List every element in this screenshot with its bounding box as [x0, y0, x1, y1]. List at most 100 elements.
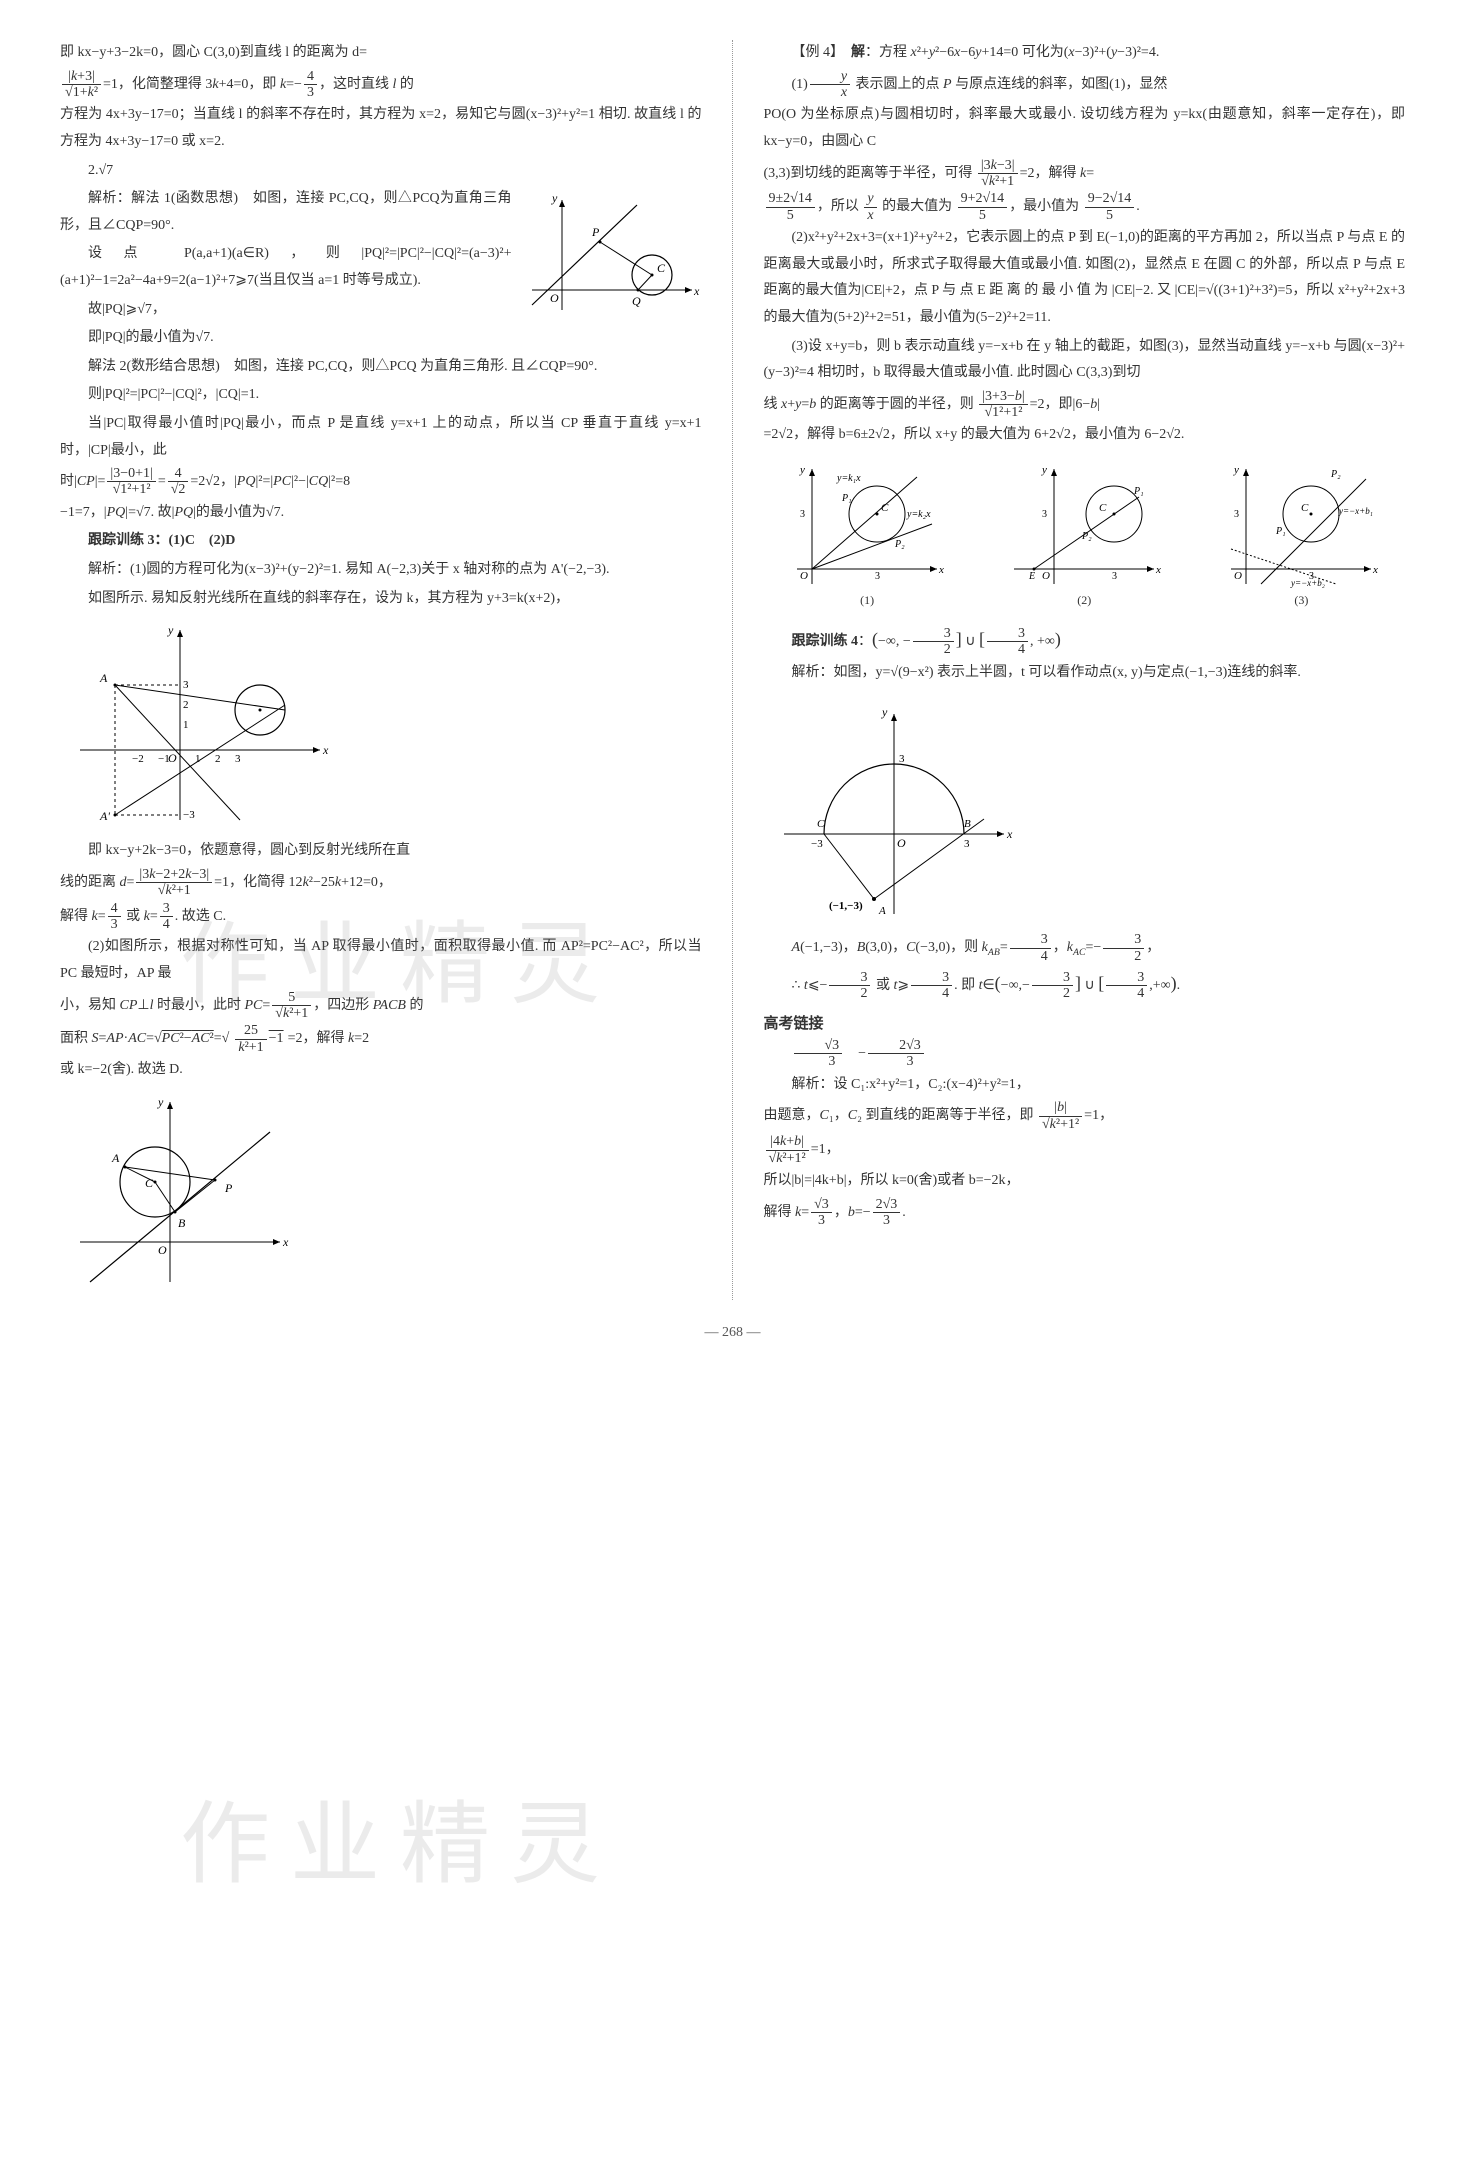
formula-line: 面积 S=AP·AC=√PC²−AC²=√25k²+1−1=2，解得 k=2 [60, 1023, 702, 1055]
formula-line: 9±2√145，所以 yx 的最大值为 9+2√145，最小值为 9−2√145… [764, 191, 1406, 223]
svg-text:y: y [551, 191, 558, 205]
svg-text:1: 1 [183, 719, 189, 731]
svg-text:C: C [1301, 502, 1309, 514]
formula-line: A(−1,−3)，B(3,0)，C(−3,0)，则 kAB=34，kAC=−32… [764, 932, 1406, 964]
svg-text:O: O [158, 1243, 167, 1257]
svg-text:(−1,−3): (−1,−3) [829, 900, 863, 912]
svg-text:O: O [897, 836, 906, 850]
semicircle-figure: x y O 3 3 −3 C B (−1,−3) A [764, 694, 1406, 924]
formula-line: 线的距离 d=|3k−2+2k−3|√k²+1=1，化简得 12k²−25k+1… [60, 867, 702, 899]
svg-text:P: P [224, 1181, 233, 1195]
subfig-1: x y O C y=k₁x y=k₂x P₁ P₂ 3 3 [787, 459, 947, 612]
svg-text:−3: −3 [183, 809, 195, 821]
geometry-figure-1: x y O C P Q [522, 190, 702, 320]
text-line: 或 k=−2(舍). 故选 D. [60, 1057, 702, 1084]
svg-text:1: 1 [195, 753, 201, 765]
formula-line: (1)yx 表示圆上的点 P 与原点连线的斜率，如图(1)，显然 [764, 69, 1406, 101]
svg-text:B: B [178, 1216, 186, 1230]
svg-text:3: 3 [800, 509, 805, 520]
svg-text:O: O [550, 291, 559, 305]
svg-text:P₂: P₂ [1081, 531, 1092, 542]
formula-line: 跟踪训练 4：(−∞, −32] ∪ [34, +∞) [764, 622, 1406, 658]
svg-text:2: 2 [183, 699, 189, 711]
svg-text:x: x [938, 564, 944, 576]
formula-line: 由题意，C₁，C₂ 到直线的距离等于半径，即 |b|√k²+1²=1， [764, 1100, 1406, 1132]
text-line: 当|PC|取得最小值时|PQ|最小，而点 P 是直线 y=x+1 上的动点，所以… [60, 411, 702, 464]
svg-text:x: x [1006, 827, 1013, 841]
svg-text:3: 3 [875, 571, 880, 582]
subfig-2: x y O C E P₁ P₂ 3 3 (2) [1004, 459, 1164, 612]
svg-text:C: C [817, 818, 825, 830]
svg-text:A: A [111, 1151, 120, 1165]
formula-line: 小，易知 CP⊥l 时最小，此时 PC=5√k²+1，四边形 PACB 的 [60, 990, 702, 1022]
svg-text:O: O [1234, 570, 1242, 582]
svg-text:P₂: P₂ [1330, 469, 1341, 480]
svg-text:C: C [657, 261, 666, 275]
section-heading: 高考链接 [764, 1010, 1406, 1039]
text-line: 如图所示. 易知反射光线所在直线的斜率存在，设为 k，其方程为 y+3=k(x+… [60, 586, 702, 613]
right-column: 【例 4】 解：方程 x²+y²−6x−6y+14=0 可化为(x−3)²+(y… [764, 40, 1406, 1300]
text-line: 解析：(1)圆的方程可化为(x−3)²+(y−2)²=1. 易知 A(−2,3)… [60, 557, 702, 584]
svg-text:x: x [1155, 564, 1161, 576]
text-line: −1=7，|PQ|=√7. 故|PQ|的最小值为√7. [60, 500, 702, 527]
text-line: PO(O 为坐标原点)与圆相切时，斜率最大或最小. 设切线方程为 y=kx(由题… [764, 102, 1406, 155]
text-line: 即 kx−y+3−2k=0，圆心 C(3,0)到直线 l 的距离为 d= [60, 40, 702, 67]
svg-text:x: x [693, 284, 700, 298]
text-line: 跟踪训练 3：(1)C (2)D [60, 528, 702, 555]
svg-text:y: y [1233, 464, 1239, 476]
svg-text:3: 3 [235, 753, 241, 765]
text-line: 即|PQ|的最小值为√7. [60, 325, 702, 352]
subfig-label: (2) [1004, 589, 1164, 612]
left-column: 即 kx−y+3−2k=0，圆心 C(3,0)到直线 l 的距离为 d= |k+… [60, 40, 702, 1300]
svg-text:A: A [878, 905, 886, 917]
svg-text:−1: −1 [158, 753, 170, 765]
svg-text:y: y [157, 1095, 164, 1109]
text-line: (3)设 x+y=b，则 b 表示动直线 y=−x+b 在 y 轴上的截距，如图… [764, 334, 1406, 387]
geometry-figure-3: x y O C P A B [60, 1092, 702, 1292]
text-line: 解析：如图，y=√(9−x²) 表示上半圆，t 可以看作动点(x, y)与定点(… [764, 660, 1406, 687]
svg-text:O: O [1042, 570, 1050, 582]
svg-text:2: 2 [215, 753, 221, 765]
svg-text:3: 3 [964, 838, 970, 850]
geometry-figure-2: x y O A A' 3 2 1 1 2 [60, 620, 702, 830]
text-line: 2.√7 [60, 158, 702, 185]
formula-line: 时|CP|=|3−0+1|√1²+1²=4√2=2√2，|PQ|²=|PC|²−… [60, 466, 702, 498]
formula-line: 线 x+y=b 的距离等于圆的半径，则 |3+3−b|√1²+1²=2，即|6−… [764, 389, 1406, 421]
svg-text:y=−x+b₂: y=−x+b₂ [1290, 578, 1325, 588]
svg-text:3: 3 [1234, 509, 1239, 520]
svg-text:−3: −3 [811, 838, 823, 850]
text-line: 即 kx−y+2k−3=0，依题意得，圆心到反射光线所在直 [60, 838, 702, 865]
text-line: 方程为 4x+3y−17=0；当直线 l 的斜率不存在时，其方程为 x=2，易知… [60, 102, 702, 155]
svg-text:x: x [282, 1235, 289, 1249]
subfig-label: (3) [1221, 589, 1381, 612]
svg-text:x: x [1372, 564, 1378, 576]
svg-text:3: 3 [899, 753, 905, 765]
svg-text:x: x [322, 743, 329, 757]
svg-text:y=k₂x: y=k₂x [906, 509, 931, 520]
svg-text:P₁: P₁ [1133, 486, 1144, 497]
svg-text:P₁: P₁ [1275, 526, 1286, 537]
subfigure-row: x y O C y=k₁x y=k₂x P₁ P₂ 3 3 [764, 459, 1406, 612]
page-number: — 268 — [60, 1320, 1405, 1347]
formula-line: (3,3)到切线的距离等于半径，可得 |3k−3|√k²+1=2，解得 k= [764, 158, 1406, 190]
svg-text:3: 3 [1112, 571, 1117, 582]
svg-text:y: y [799, 464, 805, 476]
text-line: (2)如图所示，根据对称性可知，当 AP 取得最小值时，面积取得最小值. 而 A… [60, 934, 702, 987]
svg-text:A: A [99, 671, 108, 685]
svg-text:−2: −2 [132, 753, 144, 765]
svg-text:y: y [1041, 464, 1047, 476]
svg-text:P₁: P₁ [841, 493, 852, 504]
svg-text:3: 3 [1042, 509, 1047, 520]
formula-line: 解得 k=43 或 k=34. 故选 C. [60, 901, 702, 933]
watermark-text: 作业精灵 [180, 1760, 620, 1931]
svg-text:y=k₁x: y=k₁x [836, 473, 861, 484]
svg-text:y: y [881, 705, 888, 719]
text-line: 解法 2(数形结合思想) 如图，连接 PC,CQ，则△PCQ 为直角三角形. 且… [60, 354, 702, 381]
formula-line: |k+3|√1+k²=1，化简整理得 3k+4=0，即 k=−43，这时直线 l… [60, 69, 702, 101]
subfig-3: x y O C P₂ P₁ y=−x+b₁ y=−x+b₂ 3 3 [1221, 459, 1381, 612]
svg-text:C: C [1099, 502, 1107, 514]
subfig-label: (1) [787, 589, 947, 612]
formula-line: ∴ t⩽−32 或 t⩾34. 即 t∈(−∞,−32] ∪ [34,+∞). [764, 966, 1406, 1002]
svg-text:3: 3 [183, 679, 189, 691]
svg-text:y: y [167, 623, 174, 637]
